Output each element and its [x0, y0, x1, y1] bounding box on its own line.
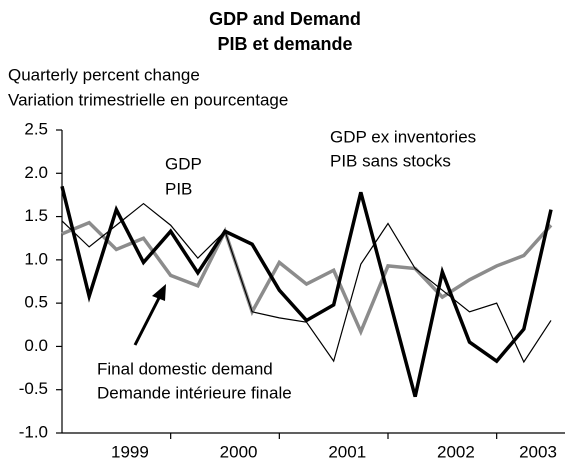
x-tick-label: 1999 [111, 442, 149, 461]
y-axis-label: Quarterly percent change [8, 65, 200, 84]
x-tick-label: 2001 [328, 442, 366, 461]
annotation: Demande intérieure finale [97, 383, 292, 402]
y-axis-label: Variation trimestrielle en pourcentage [8, 90, 288, 109]
series-line [60, 185, 553, 398]
chart-subtitle: PIB et demande [217, 34, 352, 54]
y-tick-label: 1.5 [24, 206, 48, 225]
annotation: Final domestic demand [97, 359, 273, 378]
arrow-head [152, 284, 166, 301]
y-tick-label: 0.0 [24, 336, 48, 355]
annotation: PIB [165, 179, 192, 198]
arrow [133, 295, 162, 346]
annotation: GDP [165, 154, 202, 173]
y-tick-label: -1.0 [19, 422, 48, 441]
y-tick-label: 0.5 [24, 293, 48, 312]
x-tick-label: 2003 [519, 442, 557, 461]
annotation: PIB sans stocks [330, 151, 451, 170]
x-tick-label: 2002 [437, 442, 475, 461]
y-tick-label: -0.5 [19, 379, 48, 398]
x-tick-label: 2000 [220, 442, 258, 461]
chart-title: GDP and Demand [209, 9, 361, 29]
y-tick-label: 2.0 [24, 163, 48, 182]
y-tick-label: 1.0 [24, 249, 48, 268]
annotation: GDP ex inventories [330, 127, 476, 146]
series-line [61, 220, 553, 337]
y-tick-label: 2.5 [24, 119, 48, 138]
